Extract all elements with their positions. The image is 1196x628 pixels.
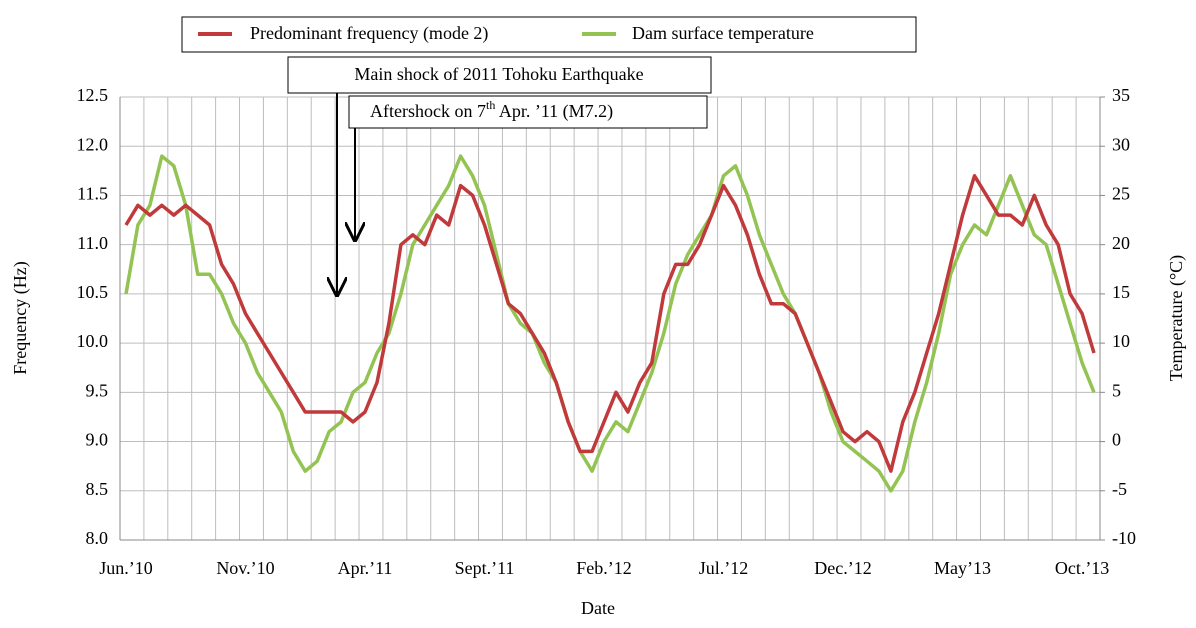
y-tick-label: 11.5 <box>77 184 108 204</box>
annotation-box <box>287 56 712 94</box>
y2-tick-label: 5 <box>1112 380 1121 400</box>
y-tick-label: 9.5 <box>86 380 109 400</box>
y2-tick-label: 30 <box>1112 134 1130 154</box>
lines <box>124 154 1096 493</box>
y-tick-label: 10.0 <box>77 331 109 351</box>
x-axis-title: Date <box>581 598 615 618</box>
series-line <box>124 174 1096 473</box>
y2-tick-label: -10 <box>1112 528 1136 548</box>
y-tick-label: 12.5 <box>77 85 109 105</box>
y2-tick-label: 25 <box>1112 184 1130 204</box>
annotation-sup: th <box>486 98 495 112</box>
x-tick-label: May’13 <box>934 558 991 578</box>
series-line <box>124 154 1096 493</box>
y-tick-label: 10.5 <box>77 282 109 302</box>
x-tick-label: Nov.’10 <box>216 558 274 578</box>
legend-label: Predominant frequency (mode 2) <box>250 23 488 44</box>
y2-tick-label: 20 <box>1112 233 1130 253</box>
x-tick-label: Sept.’11 <box>455 558 515 578</box>
x-tick-label: Feb.’12 <box>576 558 632 578</box>
y2-tick-label: 0 <box>1112 430 1121 450</box>
y2-axis-title: Temperature (°C) <box>1166 255 1187 381</box>
annotation: Aftershock on 7th Apr. ’11 (M7.2) <box>370 98 613 122</box>
annotation-part: Apr. ’11 (M7.2) <box>495 101 613 122</box>
annotation-part: Aftershock on 7 <box>370 101 486 121</box>
y-tick-label: 9.0 <box>86 430 109 450</box>
y-tick-label: 11.0 <box>77 233 108 253</box>
x-tick-label: Jul.’12 <box>699 558 749 578</box>
annotation-box <box>348 95 708 129</box>
y2-tick-label: -5 <box>1112 479 1127 499</box>
y2-tick-label: 10 <box>1112 331 1130 351</box>
x-tick-label: Jun.’10 <box>99 558 153 578</box>
annotation: Main shock of 2011 Tohoku Earthquake <box>354 64 643 84</box>
x-tick-label: Dec.’12 <box>814 558 871 578</box>
x-tick-label: Apr.’11 <box>338 558 393 578</box>
y2-tick-label: 15 <box>1112 282 1130 302</box>
y-axis-title: Frequency (Hz) <box>10 261 31 374</box>
legend <box>181 16 917 53</box>
y-tick-label: 8.0 <box>86 528 109 548</box>
x-tick-label: Oct.’13 <box>1055 558 1109 578</box>
grid <box>119 96 1100 541</box>
y2-tick-label: 35 <box>1112 85 1130 105</box>
y-tick-label: 12.0 <box>77 134 109 154</box>
legend-label: Dam surface temperature <box>632 23 814 43</box>
y-tick-label: 8.5 <box>86 479 109 499</box>
